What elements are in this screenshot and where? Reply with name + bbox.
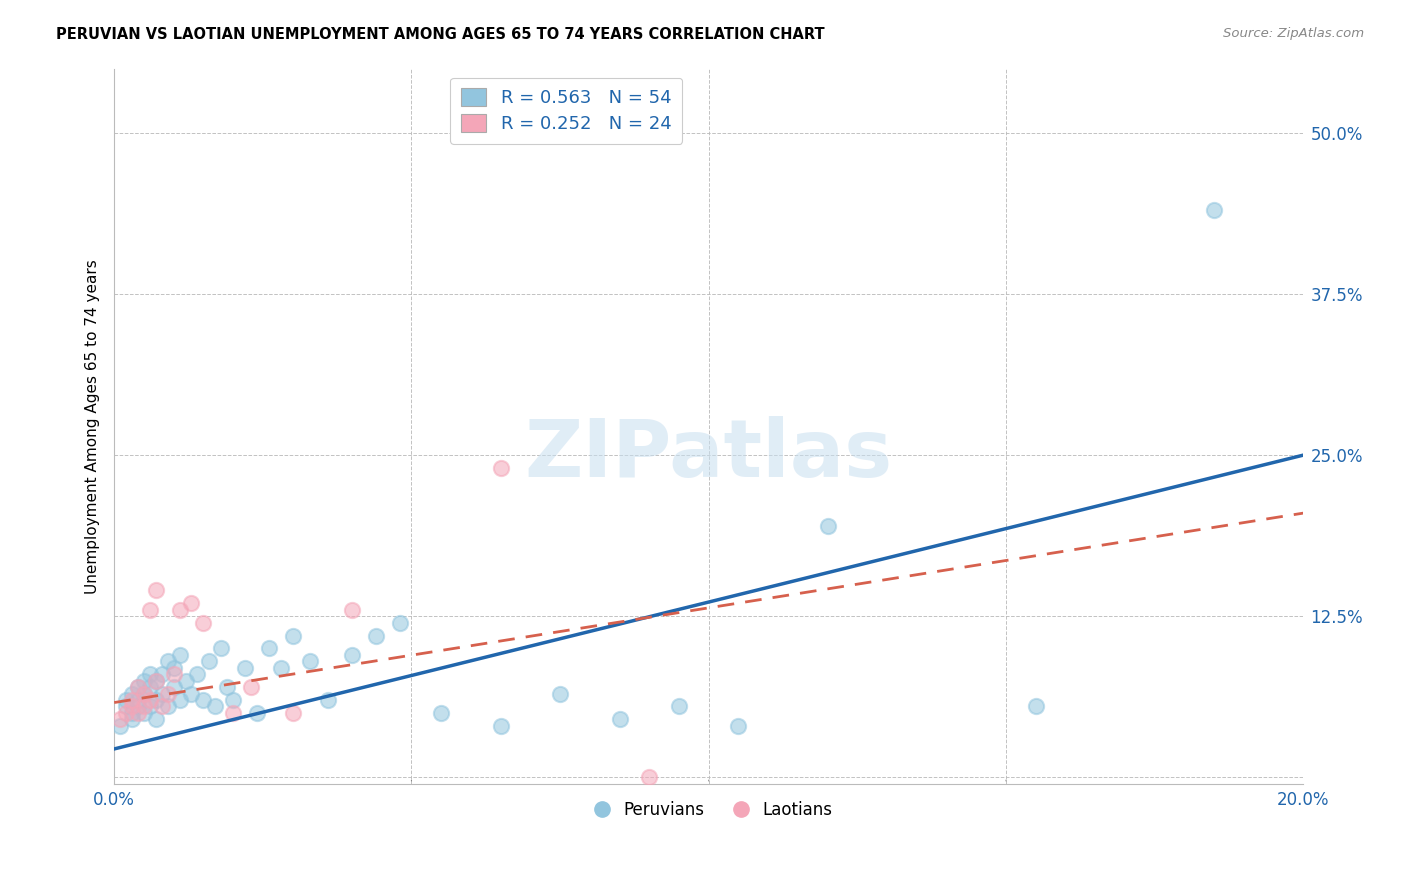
Point: [388, 615, 411, 630]
Point: [638, 770, 661, 784]
Point: [139, 699, 162, 714]
Point: [127, 706, 149, 720]
Point: [169, 603, 191, 617]
Point: [193, 615, 215, 630]
Point: [489, 719, 512, 733]
Point: [145, 712, 167, 726]
Point: [668, 699, 690, 714]
Point: [364, 628, 387, 642]
Point: [193, 693, 215, 707]
Point: [180, 686, 202, 700]
Point: [233, 661, 256, 675]
Point: [198, 654, 221, 668]
Point: [340, 603, 363, 617]
Point: [246, 706, 269, 720]
Point: [139, 603, 162, 617]
Text: PERUVIAN VS LAOTIAN UNEMPLOYMENT AMONG AGES 65 TO 74 YEARS CORRELATION CHART: PERUVIAN VS LAOTIAN UNEMPLOYMENT AMONG A…: [56, 27, 825, 42]
Point: [121, 706, 143, 720]
Point: [430, 706, 453, 720]
Point: [108, 712, 131, 726]
Point: [163, 661, 186, 675]
Point: [132, 686, 155, 700]
Point: [139, 680, 162, 694]
Text: ZIPatlas: ZIPatlas: [524, 416, 893, 494]
Point: [127, 699, 149, 714]
Point: [281, 706, 304, 720]
Point: [609, 712, 631, 726]
Point: [121, 693, 143, 707]
Point: [150, 699, 173, 714]
Point: [204, 699, 226, 714]
Point: [145, 693, 167, 707]
Point: [186, 667, 208, 681]
Point: [108, 719, 131, 733]
Point: [156, 699, 179, 714]
Point: [139, 667, 162, 681]
Point: [121, 686, 143, 700]
Point: [222, 693, 245, 707]
Point: [132, 686, 155, 700]
Y-axis label: Unemployment Among Ages 65 to 74 years: Unemployment Among Ages 65 to 74 years: [86, 259, 100, 593]
Point: [163, 667, 186, 681]
Point: [180, 596, 202, 610]
Point: [127, 693, 149, 707]
Point: [121, 699, 143, 714]
Point: [817, 519, 839, 533]
Text: Source: ZipAtlas.com: Source: ZipAtlas.com: [1223, 27, 1364, 40]
Point: [132, 673, 155, 688]
Point: [222, 706, 245, 720]
Point: [316, 693, 339, 707]
Legend: Peruvians, Laotians: Peruvians, Laotians: [578, 794, 839, 825]
Point: [340, 648, 363, 662]
Point: [145, 673, 167, 688]
Point: [489, 461, 512, 475]
Point: [169, 693, 191, 707]
Point: [548, 686, 571, 700]
Point: [115, 699, 138, 714]
Point: [270, 661, 292, 675]
Point: [281, 628, 304, 642]
Point: [1204, 203, 1226, 218]
Point: [150, 667, 173, 681]
Point: [174, 673, 197, 688]
Point: [127, 680, 149, 694]
Point: [145, 673, 167, 688]
Point: [239, 680, 262, 694]
Point: [139, 693, 162, 707]
Point: [257, 641, 280, 656]
Point: [209, 641, 232, 656]
Point: [299, 654, 322, 668]
Point: [150, 686, 173, 700]
Point: [163, 680, 186, 694]
Point: [156, 654, 179, 668]
Point: [132, 706, 155, 720]
Point: [115, 706, 138, 720]
Point: [169, 648, 191, 662]
Point: [132, 699, 155, 714]
Point: [1025, 699, 1047, 714]
Point: [217, 680, 239, 694]
Point: [156, 686, 179, 700]
Point: [121, 712, 143, 726]
Point: [145, 583, 167, 598]
Point: [127, 680, 149, 694]
Point: [727, 719, 749, 733]
Point: [115, 693, 138, 707]
